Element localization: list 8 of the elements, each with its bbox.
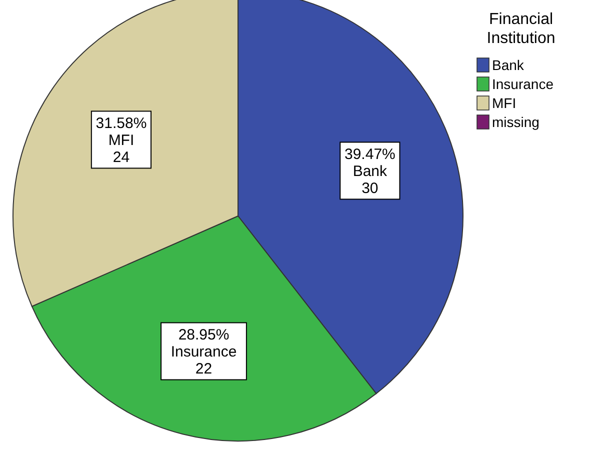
legend-title: Financial Institution xyxy=(486,11,556,47)
legend-label: Bank xyxy=(492,57,525,73)
data-label: 28.95% Insurance 22 xyxy=(170,326,237,378)
data-label: 39.47% Bank 30 xyxy=(344,146,396,197)
legend-label: Insurance xyxy=(492,76,554,92)
legend-label: missing xyxy=(492,114,540,130)
data-label: 31.58% MFI 24 xyxy=(96,114,147,166)
legend-label: MFI xyxy=(492,95,516,111)
